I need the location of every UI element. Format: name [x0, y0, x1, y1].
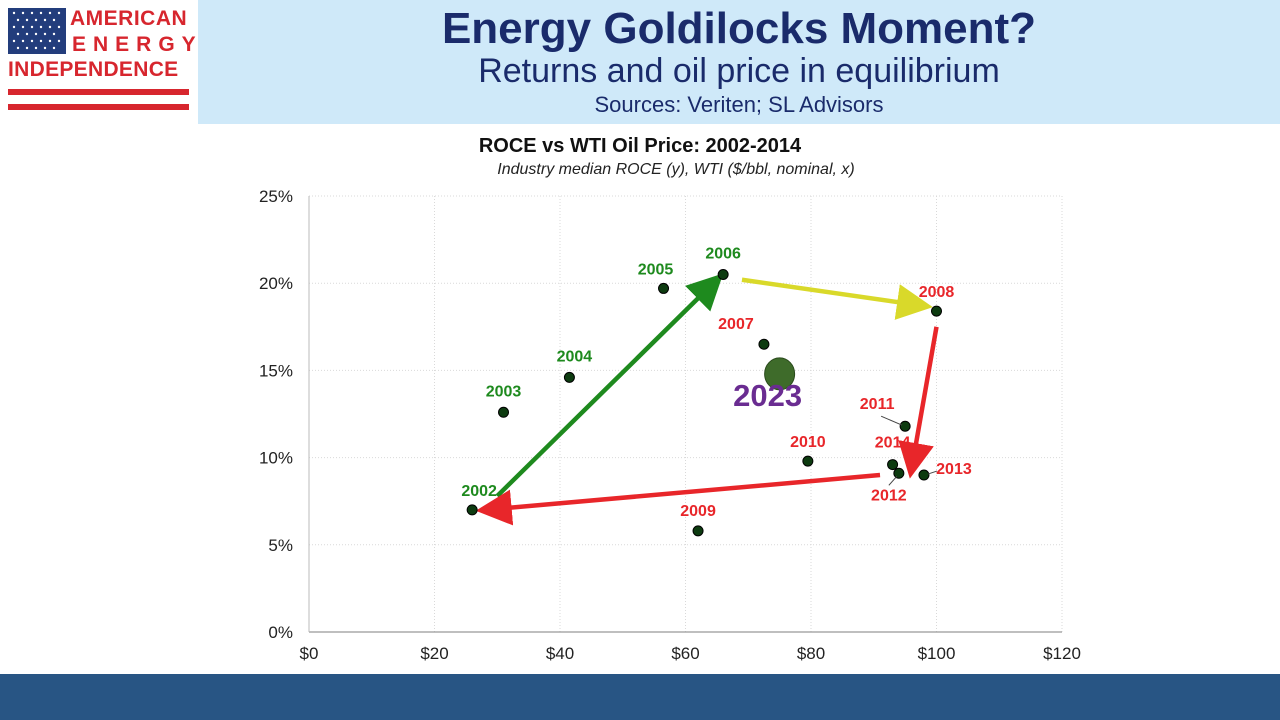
point-label: 2013	[936, 461, 972, 478]
slide-sources: Sources: Veriten; SL Advisors	[594, 92, 884, 117]
leader-line	[880, 415, 903, 426]
slide-title: Energy Goldilocks Moment?	[441, 4, 1037, 53]
chart-axes: $0 $20 $40 $60 $80 $100 $120 0% 5% 10% 15% 20% 25%	[259, 187, 1081, 663]
data-point	[692, 525, 704, 537]
point-label: 2004	[557, 348, 593, 365]
point-label: 2006	[705, 245, 741, 262]
data-point	[717, 268, 729, 280]
logo-word-independence: INDEPENDENCE	[8, 58, 179, 81]
data-point	[887, 459, 899, 471]
y-tick-label: 5%	[268, 536, 293, 555]
logo-stripe	[8, 104, 189, 110]
highlight-point-2023	[764, 357, 796, 391]
data-point	[658, 282, 670, 294]
x-tick-label: $80	[797, 644, 825, 663]
chart-arrows	[475, 273, 939, 526]
highlight-label-2023: 2023	[733, 378, 802, 413]
roce-vs-wti-scatter-chart: ROCE vs WTI Oil Price: 2002-2014 Industr…	[259, 135, 1081, 663]
x-tick-label: $40	[546, 644, 574, 663]
data-point	[893, 467, 905, 479]
logo-word-energy: ENERGY	[72, 33, 203, 56]
data-point	[931, 305, 942, 317]
y-tick-label: 15%	[259, 361, 293, 380]
data-point	[466, 504, 478, 516]
y-tick-label: 10%	[259, 449, 293, 468]
x-tick-label: $0	[300, 644, 319, 663]
chart-highlight-2023: 2023	[733, 357, 802, 413]
chart-title: ROCE vs WTI Oil Price: 2002-2014	[479, 135, 802, 157]
trend-arrow	[898, 326, 939, 479]
point-label: 2002	[461, 483, 497, 500]
trend-arrow	[475, 472, 881, 526]
data-point	[918, 469, 930, 481]
us-flag-icon	[8, 8, 66, 54]
y-tick-label: 20%	[259, 274, 293, 293]
data-point	[899, 420, 911, 432]
data-point	[563, 371, 575, 383]
chart-point-labels: 2002 2003 2004 2005 2006 2007 2008 2009 2010 2011…	[461, 245, 971, 519]
data-point	[802, 455, 814, 467]
data-point	[498, 406, 510, 418]
american-energy-independence-logo: AMERICAN ENERGY INDEPENDENCE	[0, 0, 198, 124]
point-label: 2012	[871, 487, 907, 504]
point-label: 2003	[486, 383, 522, 400]
chart-gridlines	[308, 195, 1063, 633]
chart-points	[466, 268, 942, 537]
point-label: 2010	[790, 434, 826, 451]
y-tick-label: 0%	[268, 623, 293, 642]
point-label: 2009	[680, 503, 716, 520]
trend-arrow	[495, 273, 724, 498]
point-label: 2011	[860, 396, 895, 413]
point-label: 2005	[638, 261, 674, 278]
point-label: 2008	[919, 284, 955, 301]
chart-subtitle: Industry median ROCE (y), WTI ($/bbl, no…	[497, 161, 854, 178]
point-label: 2007	[718, 316, 754, 333]
x-tick-label: $120	[1043, 644, 1081, 663]
leader-line	[927, 470, 938, 475]
leader-line	[888, 475, 898, 486]
x-tick-label: $100	[918, 644, 956, 663]
footer-bar	[0, 674, 1280, 720]
y-tick-label: 25%	[259, 187, 293, 206]
header-banner: AMERICAN ENERGY INDEPENDENCE Energy Gold…	[0, 0, 1280, 124]
x-tick-label: $20	[420, 644, 448, 663]
logo-word-american: AMERICAN	[70, 7, 188, 30]
slide-subtitle: Returns and oil price in equilibrium	[478, 52, 1000, 90]
data-point	[758, 338, 770, 350]
trend-arrow	[741, 277, 933, 320]
point-label: 2014	[875, 435, 911, 452]
logo-stripe	[8, 89, 189, 95]
x-tick-label: $60	[671, 644, 699, 663]
